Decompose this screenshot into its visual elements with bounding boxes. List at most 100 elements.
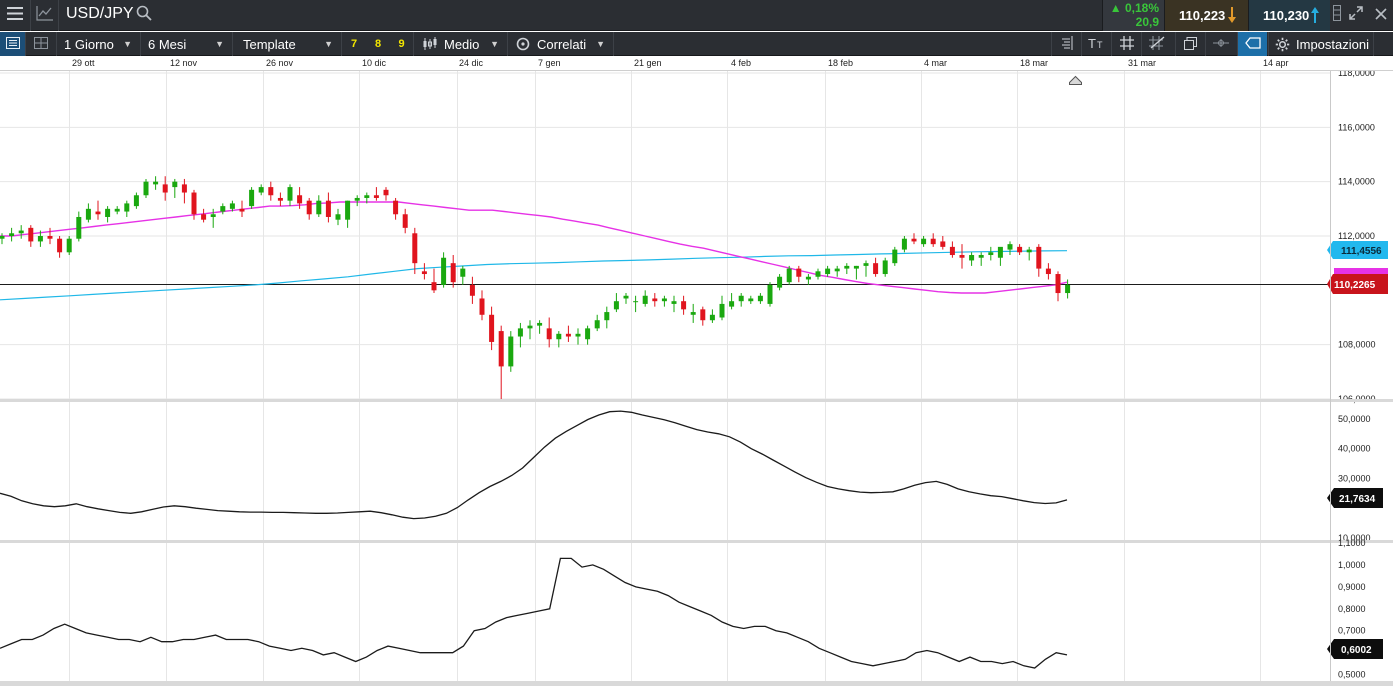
sell-price: 110,223 — [1179, 8, 1226, 23]
candle-body — [143, 181, 149, 196]
candle-body — [825, 268, 831, 275]
candle-body — [517, 328, 523, 337]
watchlist-button[interactable] — [0, 32, 26, 56]
chevron-down-icon: ▼ — [215, 39, 224, 49]
candle-body — [949, 246, 955, 256]
candle-body — [277, 197, 283, 201]
hamburger-icon — [7, 6, 23, 25]
preset-7-button[interactable]: 7 — [342, 32, 366, 56]
price-panel: 118,0000 116,0000 114,0000 112,0000 108,0000… — [0, 71, 1388, 404]
price-tick-label: 116,0000 — [1338, 122, 1375, 132]
related-dropdown[interactable]: Correlati ▼ — [508, 32, 614, 56]
candle-body — [469, 284, 475, 296]
toolbar-scroll-handle[interactable] — [1373, 32, 1393, 56]
candle-body — [921, 238, 927, 245]
chart-mode-button[interactable] — [31, 0, 59, 31]
interval-dropdown[interactable]: 1 Giorno ▼ — [57, 32, 141, 56]
price-tag-button[interactable] — [1237, 32, 1267, 56]
candle-body — [9, 233, 15, 236]
candle-body — [661, 298, 667, 302]
candle-body — [767, 284, 773, 304]
price-chart[interactable]: 118,0000 116,0000 114,0000 112,0000 108,0000… — [0, 71, 1393, 686]
menu-button[interactable] — [0, 0, 31, 31]
preset-9-button[interactable]: 9 — [390, 32, 414, 56]
candle-body — [460, 268, 466, 277]
list-icon — [5, 36, 20, 52]
date-label: 7 gen — [538, 58, 561, 68]
template-dropdown[interactable]: Template ▼ — [233, 32, 342, 56]
copy-chart-button[interactable] — [1175, 32, 1205, 56]
range-dropdown[interactable]: 6 Mesi ▼ — [141, 32, 233, 56]
candle-body — [1045, 268, 1051, 275]
candle-body — [133, 195, 139, 207]
indicator-2-axis: 1,1000 1,0000 0,9000 0,8000 0,7000 0,5000 — [1338, 538, 1366, 680]
settings-button[interactable]: Impostazioni — [1268, 32, 1373, 56]
close-button[interactable] — [1368, 0, 1393, 31]
candle-body — [844, 265, 850, 269]
price-tick-label: 118,0000 — [1338, 71, 1375, 78]
crosshair-button[interactable] — [1205, 32, 1235, 56]
grid-layout-icon — [34, 36, 48, 52]
price-scale-button[interactable] — [1051, 32, 1081, 56]
candle-body — [940, 241, 946, 247]
indicator-1-value-tag: 21,7634 — [1327, 488, 1383, 508]
chevron-down-icon: ▼ — [596, 39, 605, 49]
candle-body — [153, 181, 159, 185]
chart-style-dropdown[interactable]: Medio ▼ — [414, 32, 508, 56]
sell-price-button[interactable]: 110,223 — [1164, 0, 1248, 31]
last-price-tag: 110,2265 — [1327, 274, 1388, 294]
candle-body — [748, 298, 754, 302]
candle-body — [354, 197, 360, 201]
candle-body — [431, 282, 437, 291]
candle-body — [642, 295, 648, 304]
scale-icon — [1060, 35, 1074, 53]
candle-body — [537, 322, 543, 326]
price-tick-label: 114,0000 — [1338, 177, 1375, 187]
buy-price-button[interactable]: 110,230 — [1248, 0, 1330, 31]
candle-body — [18, 230, 24, 234]
instrument-symbol[interactable]: USD/JPY — [66, 5, 134, 22]
candle-body — [181, 184, 187, 193]
indicator-1-tick-label: 10,0000 — [1338, 533, 1371, 543]
preset-9-label: 9 — [398, 38, 405, 50]
panel-divider[interactable] — [0, 540, 1393, 543]
candle-body — [508, 336, 514, 367]
candle-body — [268, 187, 274, 196]
indicator-2-tick-label: 0,7000 — [1338, 626, 1366, 636]
preset-8-button[interactable]: 8 — [366, 32, 390, 56]
date-label: 24 dic — [459, 58, 484, 68]
candle-body — [892, 249, 898, 264]
arrow-up-icon — [1311, 7, 1319, 28]
candle-body — [671, 301, 677, 304]
gear-icon — [1275, 37, 1290, 52]
candle-body — [95, 211, 101, 215]
date-label: 4 feb — [731, 58, 752, 68]
related-label: Correlati — [537, 36, 587, 52]
candle-body — [76, 216, 82, 239]
candle-body — [1007, 244, 1013, 250]
panel-toggle-button[interactable] — [1330, 0, 1344, 31]
candle-body — [325, 200, 331, 217]
candle-body — [709, 314, 715, 321]
candle-body — [258, 187, 264, 193]
candle-body — [191, 192, 197, 215]
search-icon[interactable] — [136, 5, 152, 26]
scroll-marker-icon[interactable] — [1069, 75, 1082, 85]
indicator-1-line — [0, 410, 1068, 520]
indicator-2-tick-label: 1,1000 — [1338, 538, 1366, 548]
price-tick-label: 108,0000 — [1338, 340, 1376, 350]
candle-body — [105, 208, 111, 217]
candle-body — [162, 184, 168, 193]
candle-body — [633, 301, 639, 303]
drawing-tools-button[interactable] — [1141, 32, 1171, 56]
candle-body — [498, 331, 504, 367]
gridlines-button[interactable] — [1111, 32, 1141, 56]
candle-body — [441, 257, 447, 285]
expand-button[interactable] — [1344, 0, 1368, 31]
layout-button[interactable] — [26, 32, 57, 56]
indicator-1-tick-label: 50,0000 — [1338, 414, 1371, 424]
interval-value: 1 Giorno — [64, 36, 114, 52]
candle-body — [988, 252, 994, 256]
panel-divider[interactable] — [0, 399, 1393, 402]
